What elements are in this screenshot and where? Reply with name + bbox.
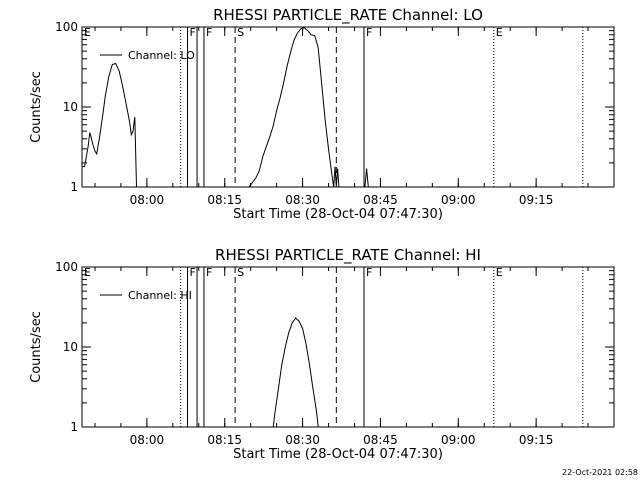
y-tick-label-hi: 10 (63, 340, 78, 354)
x-tick-label-hi: 08:15 (207, 433, 242, 447)
y-axis-label-hi: Counts/sec (29, 311, 44, 383)
y-axis-label-lo: Counts/sec (29, 71, 44, 143)
x-tick-label-hi: 08:30 (285, 433, 320, 447)
x-tick-label-lo: 08:45 (363, 193, 398, 207)
series-line-hi (272, 317, 319, 428)
chart-panel-hi: RHESSI PARTICLE_RATE Channel: HI 08:00 08:… (29, 246, 615, 462)
footer-timestamp: 22-Oct-2021 02:58 (562, 468, 638, 477)
event-label-lo: E (496, 26, 503, 39)
series-line-lo (364, 168, 369, 188)
series-line-lo (333, 166, 340, 188)
y-tick-label-lo: 1 (70, 180, 78, 194)
event-label-lo: F (190, 26, 196, 39)
x-tick-label-hi: 09:00 (441, 433, 476, 447)
y-tick-label-hi: 1 (70, 420, 78, 434)
y-tick-label-lo: 100 (55, 20, 78, 34)
event-label-hi: E (84, 266, 91, 279)
chart-title-lo: RHESSI PARTICLE_RATE Channel: LO (213, 6, 483, 25)
event-label-hi: E (496, 266, 503, 279)
event-label-hi: S (237, 266, 244, 279)
x-tick-label-hi: 09:15 (519, 433, 554, 447)
legend-label-lo: Channel: LO (128, 49, 195, 62)
event-label-lo: F (366, 26, 372, 39)
x-tick-label-lo: 08:15 (207, 193, 242, 207)
event-label-lo: E (84, 26, 91, 39)
x-tick-label-hi: 08:45 (363, 433, 398, 447)
x-tick-label-lo: 09:15 (519, 193, 554, 207)
x-axis-label-lo: Start Time (28-Oct-04 07:47:30) (233, 207, 443, 222)
x-axis-label-hi: Start Time (28-Oct-04 07:47:30) (233, 447, 443, 462)
event-label-lo: S (237, 26, 244, 39)
chart-title-hi: RHESSI PARTICLE_RATE Channel: HI (215, 246, 481, 265)
x-tick-label-hi: 08:00 (130, 433, 165, 447)
y-tick-label-hi: 100 (55, 260, 78, 274)
event-label-hi: F (206, 266, 212, 279)
series-line-lo (248, 27, 335, 188)
legend-label-hi: Channel: HI (128, 289, 192, 302)
event-label-hi: F (190, 266, 196, 279)
event-label-hi: F (366, 266, 372, 279)
event-label-lo: F (206, 26, 212, 39)
x-tick-label-lo: 09:00 (441, 193, 476, 207)
series-line-lo (82, 62, 137, 188)
x-tick-label-lo: 08:00 (130, 193, 165, 207)
x-tick-label-lo: 08:30 (285, 193, 320, 207)
chart-panel-lo: RHESSI PARTICLE_RATE Channel: LO 08:00 08:… (29, 6, 615, 222)
y-tick-label-lo: 10 (63, 100, 78, 114)
